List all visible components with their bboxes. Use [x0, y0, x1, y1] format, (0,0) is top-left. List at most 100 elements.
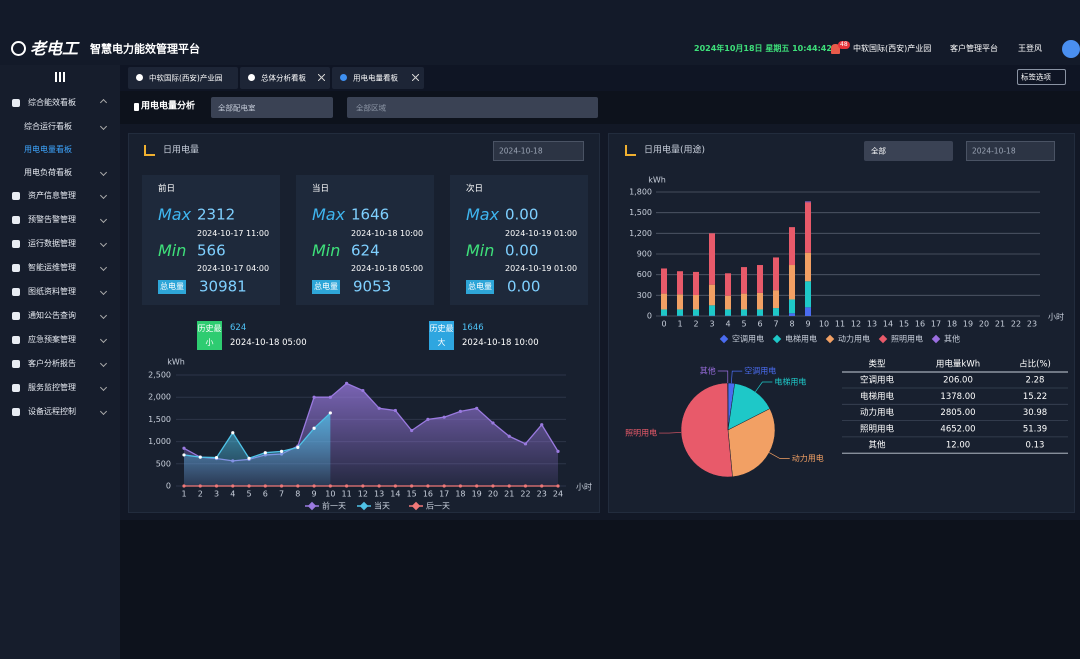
table-header: 类型 [868, 359, 886, 370]
bar-segment [757, 292, 763, 310]
bar-segment [773, 290, 779, 309]
avatar[interactable] [1062, 40, 1080, 58]
room-select[interactable] [211, 97, 333, 118]
tab[interactable] [332, 67, 424, 89]
submenu-item[interactable]: 用电电量看板 [24, 145, 72, 154]
bar-segment [725, 295, 731, 310]
usage-select-label[interactable]: 全部 [871, 146, 886, 156]
menu-item[interactable]: 运行数据管理 [28, 239, 76, 248]
usage-select[interactable] [864, 141, 953, 161]
tab[interactable] [240, 67, 330, 89]
area-select[interactable] [347, 97, 598, 118]
menu-item[interactable]: 综合能效看板 [28, 98, 76, 107]
user-menu[interactable]: 王登风 [1018, 44, 1042, 53]
x-tick-label: 10 [325, 490, 335, 499]
legend-label: 电梯用电 [785, 334, 817, 344]
tab-close-x[interactable] [318, 74, 325, 81]
bell[interactable] [831, 44, 840, 54]
menu-item[interactable]: 智能运维管理 [28, 263, 76, 272]
room-select-label[interactable]: 全部配电室 [218, 103, 256, 113]
tab-dot [340, 74, 347, 81]
tab-options-label[interactable]: 标签选项 [1021, 72, 1051, 82]
pie-label: 电梯用电 [774, 377, 806, 387]
menu-item[interactable]: 图纸资料管理 [28, 287, 76, 296]
pie-label: 空调用电 [744, 366, 776, 376]
menu-item[interactable]: 服务监控管理 [28, 383, 76, 392]
legend-marker [772, 334, 782, 344]
card-title: 当日 [312, 183, 330, 194]
y-tick-label: 1,200 [629, 229, 652, 238]
table-cell: 51.39 [1023, 424, 1047, 434]
data-point [182, 484, 186, 488]
table-cell: 15.22 [1023, 392, 1047, 402]
bar-segment [789, 265, 795, 300]
panel-icon [144, 145, 155, 156]
pie-label: 动力用电 [792, 453, 824, 463]
x-tick-label: 3 [709, 320, 714, 329]
bar-segment [773, 308, 779, 316]
date-picker[interactable] [493, 141, 584, 161]
filter-title: 用电电量分析 [141, 101, 196, 112]
tab[interactable] [128, 67, 238, 89]
data-point [426, 417, 430, 421]
table-header: 占比(%) [1019, 359, 1051, 370]
date-picker-label[interactable]: 2024-10-18 [972, 146, 1016, 156]
data-point [312, 426, 316, 430]
x-tick-label: 17 [931, 320, 941, 329]
bar-segment [709, 305, 715, 316]
table-header: 用电量kWh [936, 359, 980, 370]
date-picker-label[interactable]: 2024-10-18 [499, 146, 543, 156]
legend-marker [931, 334, 941, 344]
y-tick-label: 0 [647, 312, 652, 321]
x-tick-label: 13 [867, 320, 877, 329]
y-tick-label: 500 [156, 459, 171, 468]
tab-options[interactable] [1017, 69, 1066, 85]
sidebar [0, 65, 120, 659]
max-label: Max [466, 205, 500, 224]
legend-label: 当天 [374, 501, 390, 511]
menu-item[interactable]: 设备远程控制 [28, 407, 76, 416]
tab-label[interactable]: 总体分析看板 [261, 73, 306, 83]
max-label: Max [312, 205, 346, 224]
x-tick-label: 24 [553, 490, 563, 499]
data-point [328, 395, 332, 399]
legend-label: 照明用电 [891, 334, 923, 344]
area-select-label[interactable]: 全部区域 [356, 103, 386, 113]
tab-close-x[interactable] [412, 74, 419, 81]
table-cell: 动力用电 [860, 407, 895, 418]
legend-label: 空调用电 [732, 334, 764, 344]
submenu-item[interactable]: 用电负荷看板 [24, 168, 72, 177]
bar-segment [725, 273, 731, 296]
y-tick-label: 1,500 [629, 208, 652, 217]
menu-item[interactable]: 资产信息管理 [28, 191, 76, 200]
platform-select[interactable]: 客户管理平台 [950, 44, 998, 53]
legend-marker [359, 501, 369, 511]
menu-item[interactable]: 通知公告查询 [28, 311, 76, 320]
data-point [198, 455, 202, 459]
x-tick-label: 14 [883, 320, 893, 329]
menu-item[interactable]: 客户分析报告 [28, 359, 76, 368]
x-tick-label: 23 [1027, 320, 1037, 329]
total-label: 总电量 [312, 280, 340, 294]
legend-label: 动力用电 [838, 334, 870, 344]
y-tick-label: 600 [637, 270, 652, 279]
site-select[interactable]: 中软国际(西安)产业园 [853, 44, 932, 53]
tab-label[interactable]: 用电电量看板 [353, 73, 398, 83]
table-cell: 206.00 [943, 376, 973, 386]
menu-item[interactable]: 应急预案管理 [28, 335, 76, 344]
date-picker[interactable] [966, 141, 1055, 161]
tab-label[interactable]: 中软国际(西安)产业园 [149, 73, 223, 83]
table-cell: 其他 [868, 440, 886, 451]
data-point [345, 484, 349, 488]
y-tick-label: 0 [166, 482, 171, 491]
submenu-item[interactable]: 综合运行看板 [24, 122, 72, 131]
pie-slice [680, 382, 733, 478]
y-tick-label: 1,000 [148, 437, 171, 446]
x-tick-label: 21 [504, 490, 514, 499]
menu-icon [12, 408, 20, 416]
menu-icon[interactable] [55, 72, 65, 82]
menu-item[interactable]: 预警告警管理 [28, 215, 76, 224]
x-tick-label: 6 [757, 320, 762, 329]
table-cell: 2805.00 [940, 408, 975, 418]
table-cell: 空调用电 [860, 375, 895, 386]
